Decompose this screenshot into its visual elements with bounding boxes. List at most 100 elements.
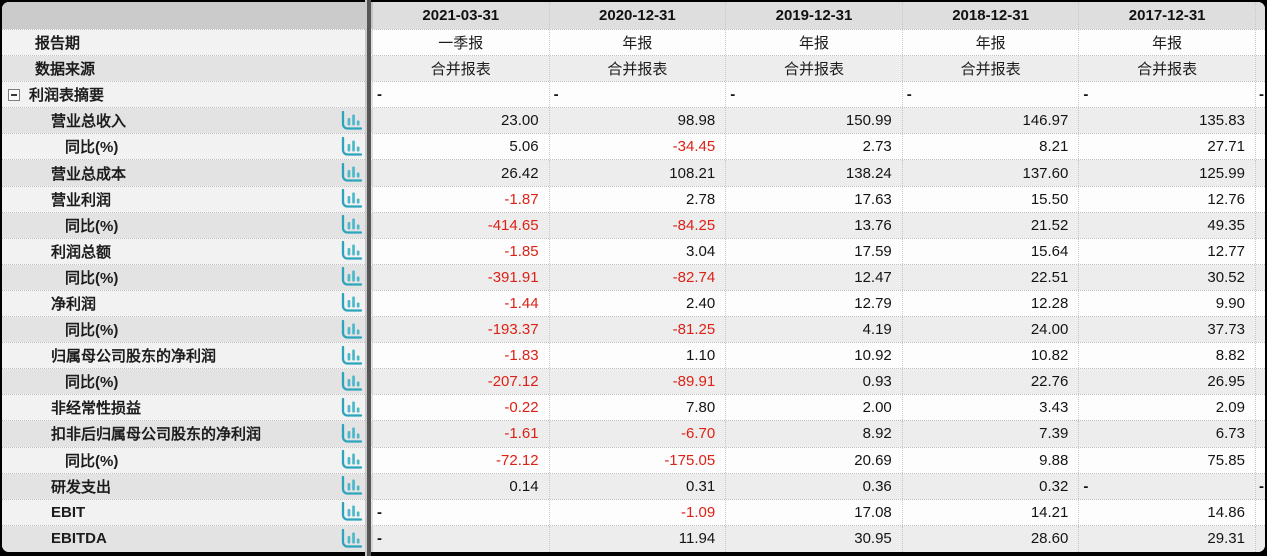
edge-cell [1255, 525, 1265, 552]
value-cell: 6.73 [1079, 421, 1256, 447]
table-row: 净利润 -1.44 2.40 12.79 12.28 9.90 [2, 290, 1265, 318]
row-label: 营业总收入 [51, 113, 127, 131]
value-cell: -1.61 [373, 421, 550, 447]
value-cell: 22.76 [902, 369, 1080, 395]
value-cell: -89.91 [549, 369, 727, 395]
bar-chart-icon[interactable] [340, 423, 363, 444]
value-cell: 98.98 [549, 108, 727, 134]
bar-chart-icon[interactable] [340, 189, 363, 209]
edge-cell [1255, 56, 1265, 82]
value-cell: 13.76 [726, 212, 903, 238]
value-cell: - [549, 82, 727, 108]
value-cell: 8.92 [726, 421, 903, 447]
value-cell: 8.82 [1079, 343, 1256, 369]
value-cell: 23.00 [373, 108, 550, 134]
row-label-cell: 非经常性损益 [2, 395, 367, 421]
bar-chart-icon[interactable] [340, 345, 363, 366]
bar-chart-icon[interactable] [340, 450, 363, 470]
value-cell: - [373, 525, 550, 552]
value-cell: 0.36 [726, 473, 903, 499]
value-cell: 合并报表 [1079, 56, 1256, 82]
edge-cell [1255, 160, 1265, 186]
table-row: 归属母公司股东的净利润 -1.83 1.10 10.92 10.82 8.82 [2, 343, 1265, 370]
bar-chart-icon[interactable] [340, 319, 363, 340]
bar-chart-icon[interactable] [340, 371, 363, 392]
row-label-cell: 同比(%) [2, 447, 367, 473]
row-label-cell: 归属母公司股东的净利润 [2, 343, 367, 369]
row-label-cell: EBITDA [2, 525, 367, 552]
value-cell: 合并报表 [726, 56, 903, 82]
value-cell: -72.12 [373, 447, 550, 473]
edge-cell [1255, 317, 1265, 343]
bar-chart-icon[interactable] [340, 293, 363, 313]
row-label-cell: 报告期 [2, 30, 367, 56]
value-cell: 125.99 [1079, 160, 1256, 186]
column-header: 2021-03-31 [373, 2, 550, 29]
value-cell: 26.42 [373, 160, 550, 186]
value-cell: 年报 [549, 30, 727, 56]
edge-cell [1255, 395, 1265, 421]
table-row: 营业总成本 26.42 108.21 138.24 137.60 125.99 [2, 160, 1265, 187]
table-row: 同比(%) -207.12 -89.91 0.93 22.76 26.95 [2, 369, 1265, 396]
bar-chart-icon[interactable] [340, 163, 363, 183]
value-cell: -207.12 [373, 369, 550, 395]
row-label: EBITDA [51, 530, 107, 548]
row-label: 数据来源 [35, 61, 96, 79]
table-row: EBITDA -11.94 30.95 28.60 29.31 [2, 525, 1265, 552]
value-cell: 8.21 [902, 134, 1080, 160]
value-cell: 137.60 [902, 160, 1080, 186]
value-cell: 26.95 [1079, 369, 1256, 395]
table-row: 报告期 一季报 年报 年报 年报 年报 [2, 30, 1265, 57]
row-label-cell: 利润表摘要 [2, 82, 367, 108]
value-cell: 108.21 [549, 160, 727, 186]
bar-chart-icon[interactable] [340, 528, 363, 549]
value-cell: 30.95 [726, 525, 903, 552]
bar-chart-icon[interactable] [340, 502, 363, 522]
value-cell: 28.60 [902, 525, 1080, 552]
collapse-minus-icon[interactable] [8, 88, 20, 101]
value-cell: 17.08 [726, 499, 903, 525]
edge-cell: - [1255, 473, 1265, 499]
value-cell: 3.43 [902, 395, 1080, 421]
value-cell: -391.91 [373, 264, 550, 290]
column-splitter[interactable] [365, 0, 371, 556]
value-cell: 2.09 [1079, 395, 1256, 421]
value-cell: -1.44 [373, 290, 550, 317]
edge-cell: - [1255, 82, 1265, 108]
value-cell: 合并报表 [549, 56, 727, 82]
row-label: EBIT [51, 503, 86, 521]
bar-chart-icon[interactable] [340, 136, 363, 157]
value-cell: 2.73 [726, 134, 903, 160]
edge-cell [1255, 447, 1265, 473]
header-row: 2021-03-31 2020-12-31 2019-12-31 2018-12-31… [2, 2, 1265, 30]
edge-cell [1255, 290, 1265, 317]
value-cell: - [373, 82, 550, 108]
row-label: 同比(%) [65, 269, 119, 287]
value-cell: 7.39 [902, 421, 1080, 447]
bar-chart-icon[interactable] [340, 110, 363, 131]
value-cell: -34.45 [549, 134, 727, 160]
edge-cell [1255, 264, 1265, 290]
value-cell: 10.82 [902, 343, 1080, 369]
value-cell: 2.00 [726, 395, 903, 421]
column-header: 2019-12-31 [726, 2, 903, 29]
bar-chart-icon[interactable] [340, 267, 363, 287]
bar-chart-icon[interactable] [340, 215, 363, 235]
row-label-cell: 营业总收入 [2, 108, 367, 134]
column-header: 2017-12-31 [1079, 2, 1256, 29]
row-label: 研发支出 [51, 478, 112, 496]
value-cell: -1.85 [373, 238, 550, 264]
row-label-cell: 同比(%) [2, 317, 367, 343]
row-label-cell: 同比(%) [2, 212, 367, 238]
bar-chart-icon[interactable] [340, 397, 363, 418]
value-cell: - [902, 82, 1080, 108]
value-cell: 49.35 [1079, 212, 1256, 238]
edge-cell [1255, 108, 1265, 134]
row-label: 营业总成本 [51, 165, 127, 183]
bar-chart-icon[interactable] [340, 241, 363, 261]
row-label: 营业利润 [51, 191, 112, 209]
edge-cell [1255, 421, 1265, 447]
value-cell: 30.52 [1079, 264, 1256, 290]
bar-chart-icon[interactable] [340, 476, 363, 496]
